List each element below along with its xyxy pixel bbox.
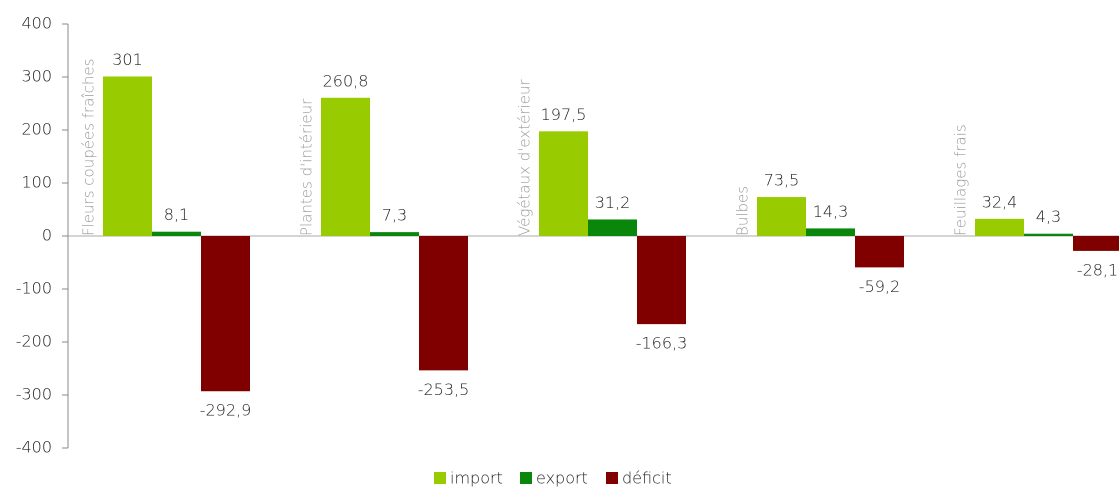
- legend-label: export: [536, 469, 588, 488]
- value-label: 7,3: [382, 206, 407, 225]
- y-tick-label: 400: [21, 14, 52, 33]
- value-label: 31,2: [595, 193, 631, 212]
- y-tick-label: -300: [16, 385, 52, 404]
- bar: [1024, 233, 1073, 236]
- bar: [975, 218, 1024, 236]
- bar: [637, 236, 686, 325]
- bar: [855, 236, 904, 268]
- bar: [370, 232, 419, 236]
- bar: [321, 97, 370, 236]
- legend-swatch: [606, 472, 618, 484]
- category-label: Fleurs coupées fraîches: [80, 59, 98, 236]
- value-label: 8,1: [164, 205, 189, 224]
- value-label: -253,5: [418, 380, 470, 399]
- y-tick-label: -400: [16, 438, 52, 457]
- y-tick-label: 300: [21, 67, 52, 86]
- value-label: 260,8: [323, 71, 369, 90]
- value-label: -59,2: [859, 277, 900, 296]
- value-label: 4,3: [1036, 207, 1061, 226]
- bar: [103, 76, 152, 236]
- y-tick-label: 200: [21, 120, 52, 139]
- bar: [757, 197, 806, 236]
- bar: [201, 236, 250, 392]
- y-tick-label: 100: [21, 173, 52, 192]
- category-label: Plantes d'intérieur: [298, 98, 316, 236]
- legend-label: déficit: [622, 469, 672, 488]
- value-label: 14,3: [813, 202, 849, 221]
- value-label: 301: [112, 50, 143, 69]
- category-label: Végétaux d'extérieur: [516, 79, 534, 236]
- value-label: -292,9: [200, 401, 252, 420]
- legend-label: import: [450, 469, 503, 488]
- bar: [1073, 236, 1119, 251]
- legend-swatch: [434, 472, 446, 484]
- value-label: -28,1: [1077, 260, 1118, 279]
- value-label: 73,5: [764, 171, 800, 190]
- legend-swatch: [520, 472, 532, 484]
- y-tick-label: 0: [42, 226, 52, 245]
- y-tick-label: -100: [16, 279, 52, 298]
- value-label: 32,4: [982, 192, 1018, 211]
- y-tick-label: -200: [16, 332, 52, 351]
- category-label: Feuillages frais: [952, 124, 970, 236]
- category-label: Bulbes: [734, 186, 752, 236]
- bar: [539, 131, 588, 236]
- bar: [152, 231, 201, 236]
- value-label: -166,3: [636, 334, 688, 353]
- value-label: 197,5: [541, 105, 587, 124]
- bar: [806, 228, 855, 236]
- bar: [588, 219, 637, 236]
- bar: [419, 236, 468, 371]
